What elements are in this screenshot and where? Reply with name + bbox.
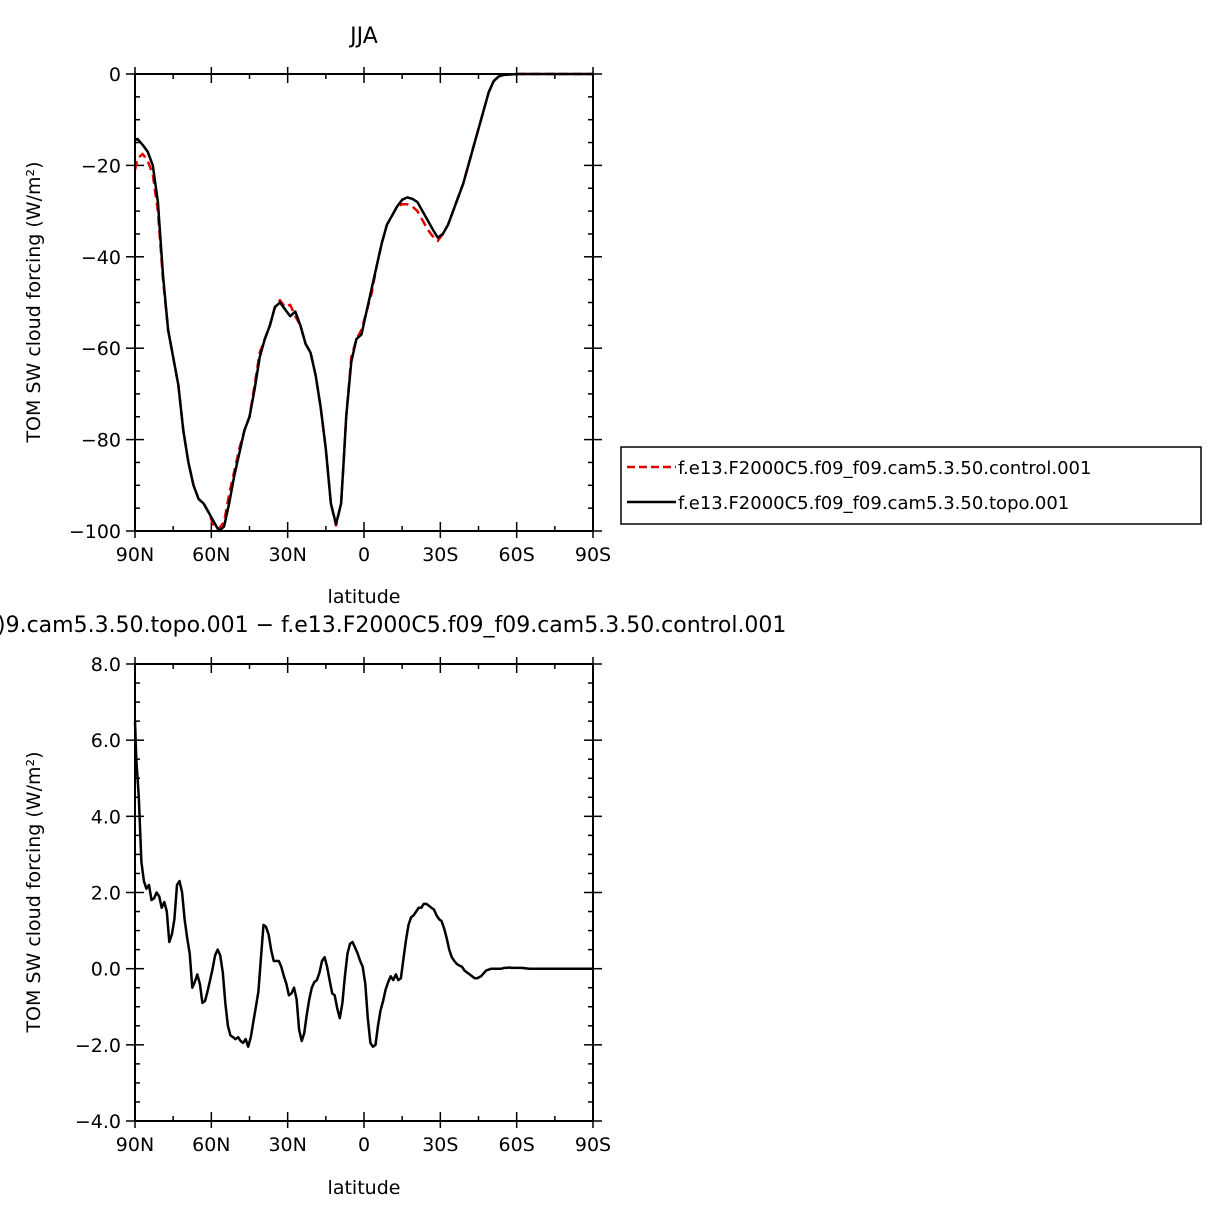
- y-tick-label: −100: [69, 521, 121, 543]
- y-tick-label: −60: [81, 338, 121, 360]
- y-tick-label: 2.0: [91, 883, 121, 905]
- bottom-x-axis-label: latitude: [328, 1177, 401, 1199]
- y-tick-label: −80: [81, 430, 121, 452]
- y-tick-label: −20: [81, 155, 121, 177]
- x-tick-label: 0: [358, 1134, 370, 1156]
- bottom-axes-ticks: [126, 657, 602, 1128]
- x-tick-label: 30N: [268, 544, 306, 566]
- y-tick-label: 8.0: [91, 654, 121, 676]
- y-tick-label: 6.0: [91, 730, 121, 752]
- y-tick-label: −2.0: [75, 1035, 121, 1057]
- bottom-plot-frame: [134, 663, 594, 1122]
- x-tick-label: 60S: [499, 1134, 535, 1156]
- bottom-chart-title: )9.cam5.3.50.topo.001 − f.e13.F2000C5.f0…: [0, 613, 786, 638]
- top-tick-labels: 90N 60N 30N 0 30S 60S 90S 0 −20 −40 −60 −80 −100: [69, 64, 611, 566]
- y-tick-label: −4.0: [75, 1111, 121, 1133]
- x-tick-label: 90N: [116, 544, 154, 566]
- top-axes-ticks: [126, 67, 602, 538]
- legend-label-control: f.e13.F2000C5.f09_f09.cam5.3.50.control.…: [678, 458, 1091, 479]
- x-tick-label: 60S: [499, 544, 535, 566]
- y-tick-label: 0.0: [91, 959, 121, 981]
- bottom-series: [133, 721, 593, 1048]
- x-tick-label: 30S: [422, 1134, 458, 1156]
- y-tick-label: −40: [81, 247, 121, 269]
- top-x-axis-label: latitude: [328, 586, 401, 608]
- x-tick-label: 60N: [192, 544, 230, 566]
- series-line-0: [133, 72, 593, 530]
- bottom-y-axis-label: TOM SW cloud forcing (W/m²): [23, 751, 45, 1033]
- x-tick-label: 90S: [575, 544, 611, 566]
- legend: f.e13.F2000C5.f09_f09.cam5.3.50.control.…: [620, 446, 1202, 525]
- bottom-panel: )9.cam5.3.50.topo.001 − f.e13.F2000C5.f0…: [0, 613, 786, 1199]
- y-tick-label: 0: [109, 64, 121, 86]
- x-tick-label: 30N: [268, 1134, 306, 1156]
- top-chart-title: JJA: [348, 24, 378, 49]
- x-tick-label: 60N: [192, 1134, 230, 1156]
- legend-box: [620, 446, 1202, 525]
- bottom-tick-labels: 90N 60N 30N 0 30S 60S 90S 8.0 6.0 4.0 2.0 0.0 −2.0 −4…: [75, 654, 611, 1156]
- y-tick-label: 4.0: [91, 806, 121, 828]
- series-line-0: [133, 721, 593, 1048]
- top-panel: JJA 90N 60N 30N 0 30S 60S 90S 0 −20 −40 −60 −80 −100…: [23, 24, 1202, 608]
- x-tick-label: 0: [358, 544, 370, 566]
- x-tick-label: 90N: [116, 1134, 154, 1156]
- x-tick-label: 30S: [422, 544, 458, 566]
- top-y-axis-label: TOM SW cloud forcing (W/m²): [23, 161, 45, 443]
- legend-label-topo: f.e13.F2000C5.f09_f09.cam5.3.50.topo.001: [678, 493, 1069, 514]
- top-plot-frame: [134, 73, 594, 532]
- x-tick-label: 90S: [575, 1134, 611, 1156]
- series-line-1: [134, 72, 593, 533]
- top-series: [133, 72, 593, 533]
